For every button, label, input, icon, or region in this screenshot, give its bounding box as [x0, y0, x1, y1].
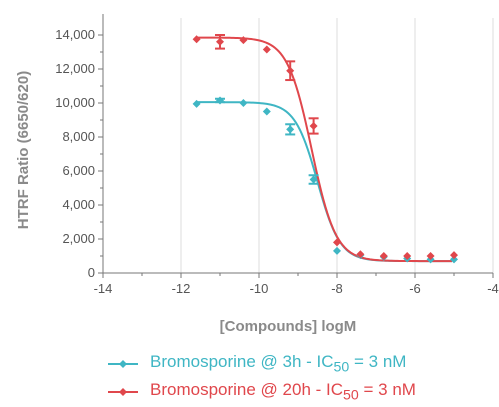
x-axis-title: [Compounds] logM	[220, 318, 357, 335]
y-axis-title: HTRF Ratio (6650/620)	[15, 71, 32, 229]
grid	[180, 18, 494, 273]
data-point	[286, 66, 295, 75]
x-tick-label: -10	[250, 281, 269, 296]
data-point	[216, 37, 224, 46]
data-point	[262, 107, 271, 116]
data-point	[309, 175, 318, 184]
y-tick-label: 2,000	[62, 231, 95, 246]
data-point	[379, 252, 388, 260]
x-tick-label: -12	[172, 281, 191, 296]
tick-labels: 0 2,000 4,000 6,000 8,000 10,000 12,000 14,000 -…	[55, 27, 499, 296]
data-point	[333, 238, 341, 247]
x-tick-label: -14	[94, 281, 113, 296]
y-tick-label: 12,000	[55, 61, 95, 76]
x-tick-label: -6	[409, 281, 421, 296]
data-point	[239, 36, 248, 45]
x-tick-label: -4	[487, 281, 499, 296]
data-point	[192, 99, 201, 108]
data-point	[450, 251, 458, 260]
axes	[98, 14, 494, 278]
y-tick-label: 6,000	[62, 163, 95, 178]
y-tick-label: 0	[88, 265, 95, 280]
data-point	[239, 99, 248, 107]
y-tick-label: 4,000	[62, 197, 95, 212]
x-tick-label: -8	[331, 281, 343, 296]
data-point	[216, 96, 224, 105]
data-point	[286, 125, 295, 134]
y-tick-label: 10,000	[55, 95, 95, 110]
legend-item-20h: Bromosporine @ 20h - IC50 = 3 nM	[108, 380, 416, 403]
data-point	[262, 45, 271, 54]
data-point	[356, 250, 365, 259]
fit-curves	[196, 36, 453, 263]
legend-label-20h: Bromosporine @ 20h - IC50 = 3 nM	[150, 380, 416, 404]
legend-swatch-20h	[108, 387, 138, 396]
fit-curve-0	[196, 101, 453, 263]
legend-label-3h: Bromosporine @ 3h - IC50 = 3 nM	[150, 352, 407, 376]
data-point	[192, 35, 201, 44]
data-point	[450, 255, 458, 264]
y-tick-label: 14,000	[55, 27, 95, 42]
data-point	[309, 121, 318, 130]
data-point	[333, 246, 341, 255]
data-points	[192, 34, 458, 264]
legend-swatch-3h	[108, 359, 138, 368]
fit-curve-1	[196, 36, 453, 263]
data-point	[403, 252, 412, 260]
legend-item-3h: Bromosporine @ 3h - IC50 = 3 nM	[108, 352, 406, 375]
data-point	[426, 252, 435, 260]
y-tick-label: 8,000	[62, 129, 95, 144]
